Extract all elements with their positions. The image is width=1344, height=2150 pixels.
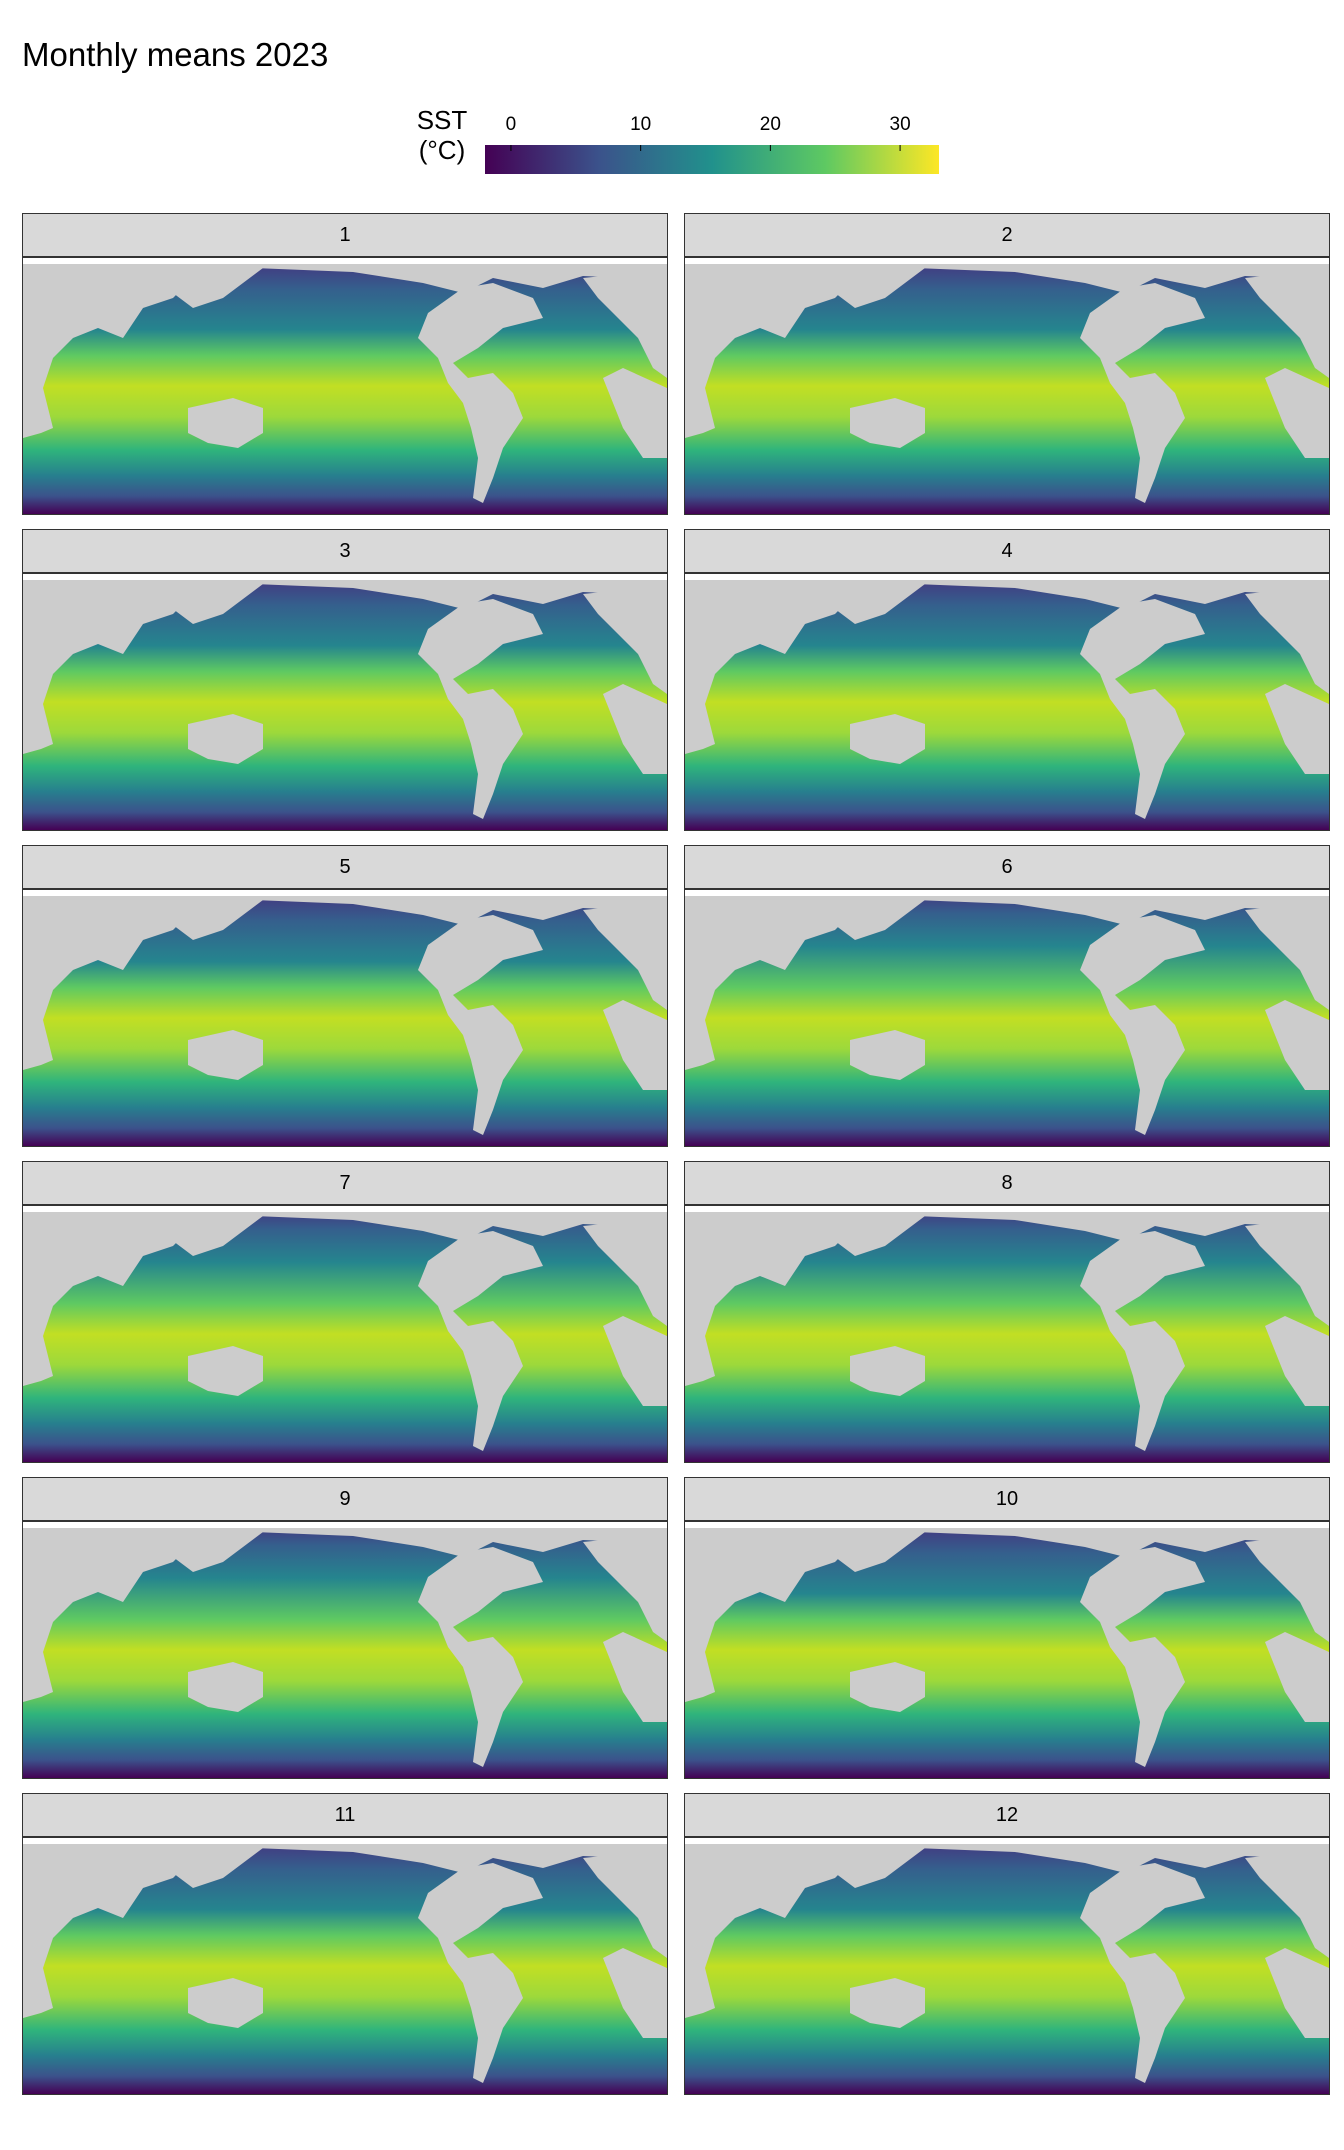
facet-strip-label: 9 (22, 1477, 668, 1521)
facet-panel: 10 (684, 1477, 1330, 1779)
facet-strip-label: 4 (684, 529, 1330, 573)
facet-strip-label: 12 (684, 1793, 1330, 1837)
legend-tick-label: 0 (505, 114, 517, 135)
legend-tick-label: 10 (630, 114, 652, 135)
facet-strip-label: 2 (684, 213, 1330, 257)
sst-map (22, 1521, 668, 1779)
sst-map (684, 889, 1330, 1147)
legend-title: SST (°C) (410, 105, 474, 165)
legend-title-line2: (°C) (418, 135, 466, 165)
sst-map (22, 257, 668, 515)
facet-strip-label: 10 (684, 1477, 1330, 1521)
facet-panel: 6 (684, 845, 1330, 1147)
facet-strip-label: 5 (22, 845, 668, 889)
facet-strip-label: 1 (22, 213, 668, 257)
legend-tick-label: 30 (889, 114, 911, 135)
colorbar-legend: SST (°C) 0 10 20 30 (410, 105, 950, 175)
sst-map (684, 1837, 1330, 2095)
facet-panel: 11 (22, 1793, 668, 2095)
facet-strip-label: 7 (22, 1161, 668, 1205)
sst-map (22, 1837, 668, 2095)
facet-strip-label: 11 (22, 1793, 668, 1837)
chart-title: Monthly means 2023 (22, 36, 329, 73)
facet-strip-label: 6 (684, 845, 1330, 889)
facet-panel: 1 (22, 213, 668, 515)
sst-map (22, 889, 668, 1147)
legend-title-line1: SST (416, 105, 468, 135)
facet-panel: 5 (22, 845, 668, 1147)
legend-tick-label: 20 (759, 114, 781, 135)
sst-map (22, 573, 668, 831)
facet-panel: 8 (684, 1161, 1330, 1463)
facet-strip-label: 3 (22, 529, 668, 573)
sst-map (684, 1521, 1330, 1779)
facet-panel: 9 (22, 1477, 668, 1779)
sst-map (22, 1205, 668, 1463)
facet-panel: 3 (22, 529, 668, 831)
facet-strip-label: 8 (684, 1161, 1330, 1205)
sst-map (684, 573, 1330, 831)
sst-map (684, 1205, 1330, 1463)
facet-panel: 12 (684, 1793, 1330, 2095)
facet-panel: 4 (684, 529, 1330, 831)
colorbar (485, 145, 939, 174)
sst-map (684, 257, 1330, 515)
facet-panel: 2 (684, 213, 1330, 515)
facet-panel: 7 (22, 1161, 668, 1463)
